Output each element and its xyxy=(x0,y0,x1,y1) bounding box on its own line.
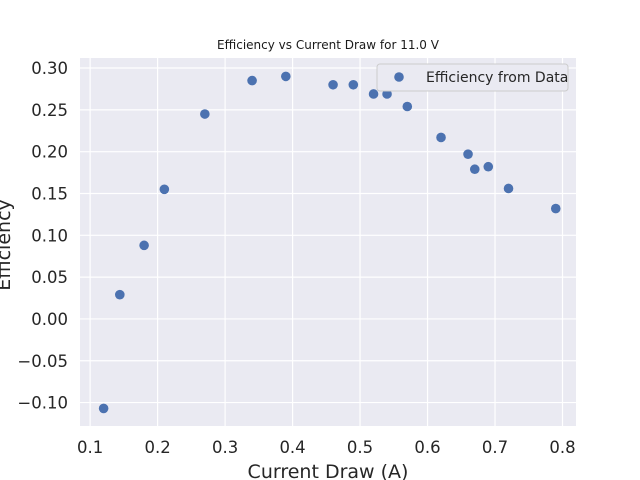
y-tick-labels: −0.10 −0.05 0.00 0.05 0.10 0.15 0.20 0.25 0.30 xyxy=(17,59,68,413)
data-point xyxy=(469,164,480,175)
y-tick-label: 0.00 xyxy=(31,310,68,329)
y-tick-label: 0.15 xyxy=(31,184,68,203)
data-point xyxy=(159,184,170,195)
data-points xyxy=(98,71,561,414)
data-point xyxy=(382,89,392,99)
y-tick-label: 0.20 xyxy=(31,143,68,162)
y-tick-label: 0.25 xyxy=(31,101,68,120)
data-point xyxy=(550,203,561,214)
chart-title: Efficiency vs Current Draw for 11.0 V xyxy=(217,38,440,52)
x-tick-labels: 0.1 0.2 0.3 0.4 0.5 0.6 0.7 0.8 xyxy=(77,438,576,457)
plot-background xyxy=(80,58,576,426)
x-tick-label: 0.8 xyxy=(549,438,575,457)
y-axis-label: Efficiency xyxy=(0,199,15,291)
data-point xyxy=(503,183,514,194)
x-tick-label: 0.2 xyxy=(144,438,170,457)
y-tick-label: 0.30 xyxy=(31,59,68,78)
data-point xyxy=(281,71,291,82)
x-tick-label: 0.4 xyxy=(279,438,305,457)
x-tick-label: 0.1 xyxy=(77,438,103,457)
x-tick-label: 0.3 xyxy=(212,438,238,457)
data-point xyxy=(436,132,446,143)
data-point xyxy=(402,101,413,112)
data-point xyxy=(247,75,257,86)
data-point xyxy=(98,403,109,414)
data-point xyxy=(200,109,210,119)
data-point xyxy=(115,289,125,300)
grid-lines xyxy=(80,58,576,426)
data-point xyxy=(139,240,149,251)
legend: Efficiency from Data xyxy=(376,63,569,92)
data-point xyxy=(483,161,494,172)
data-point xyxy=(348,79,359,90)
legend-label: Efficiency from Data xyxy=(426,70,568,86)
data-point xyxy=(328,79,338,90)
legend-marker xyxy=(394,72,404,82)
x-tick-label: 0.6 xyxy=(414,438,440,457)
x-axis-label: Current Draw (A) xyxy=(248,461,409,480)
x-tick-label: 0.7 xyxy=(482,438,508,457)
y-tick-label: −0.05 xyxy=(17,352,68,371)
legend-box xyxy=(376,63,569,92)
y-tick-label: −0.10 xyxy=(17,394,68,413)
data-point xyxy=(463,149,473,159)
y-tick-label: 0.10 xyxy=(31,226,68,245)
y-tick-label: 0.05 xyxy=(31,268,68,287)
x-tick-label: 0.5 xyxy=(347,438,373,457)
data-point xyxy=(368,89,379,99)
